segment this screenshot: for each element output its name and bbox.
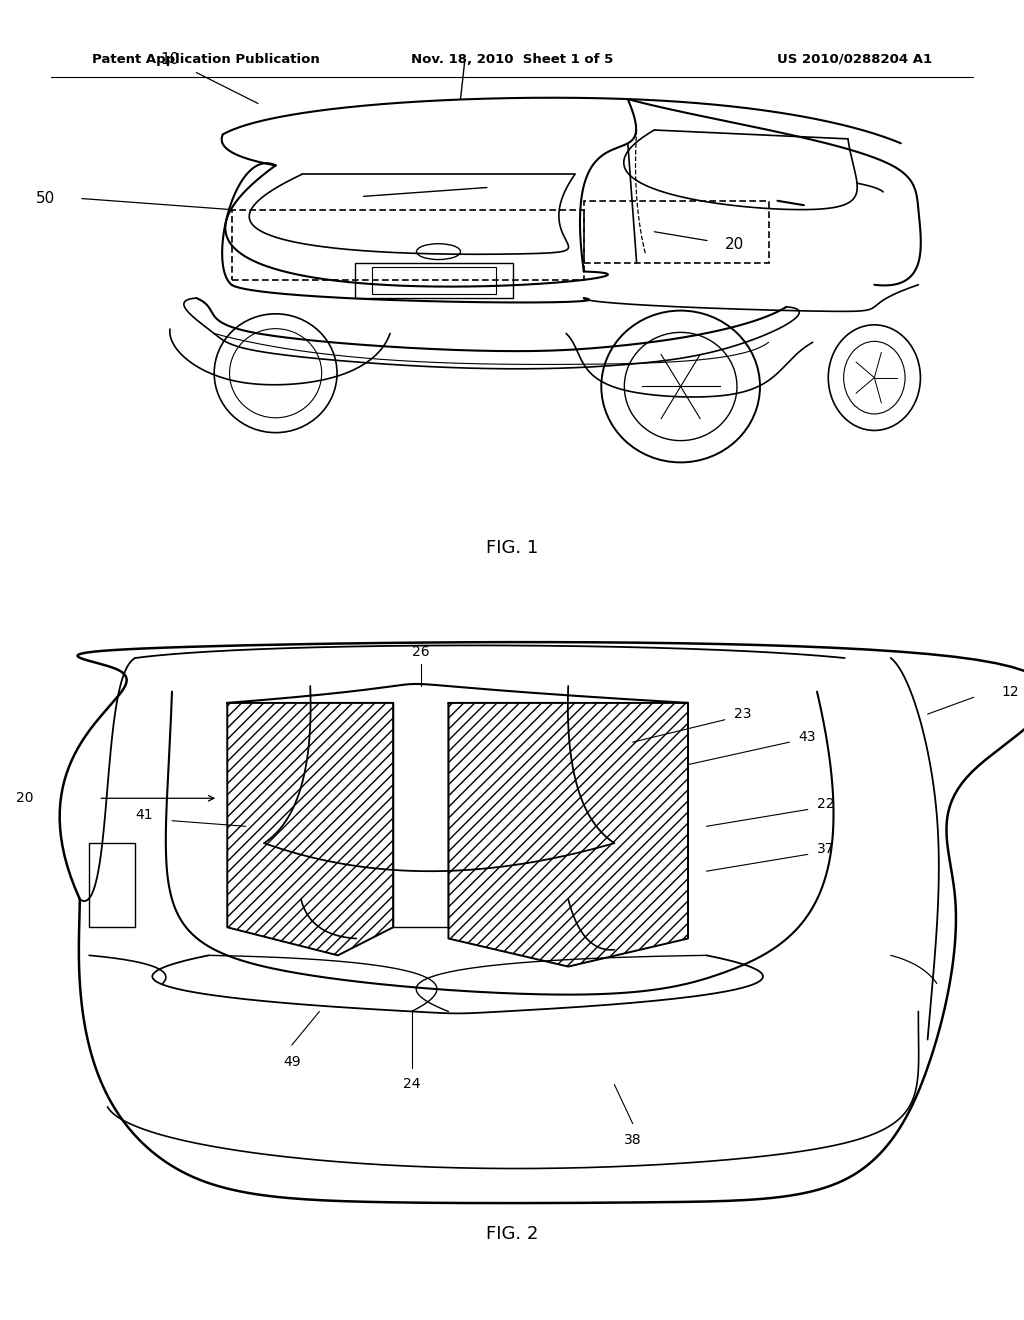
Text: 26: 26 bbox=[412, 645, 430, 660]
Text: 43: 43 bbox=[799, 730, 816, 743]
Ellipse shape bbox=[828, 325, 921, 430]
Text: 22: 22 bbox=[817, 797, 835, 810]
Text: FIG. 1: FIG. 1 bbox=[485, 539, 538, 557]
Text: 24: 24 bbox=[402, 1077, 420, 1092]
Text: Patent Application Publication: Patent Application Publication bbox=[92, 53, 319, 66]
Text: Nov. 18, 2010  Sheet 1 of 5: Nov. 18, 2010 Sheet 1 of 5 bbox=[411, 53, 613, 66]
Ellipse shape bbox=[601, 310, 760, 462]
Bar bbox=[584, 201, 769, 263]
Text: 38: 38 bbox=[624, 1134, 642, 1147]
Bar bbox=[355, 263, 513, 298]
Text: 10: 10 bbox=[161, 51, 179, 67]
Bar bbox=[373, 267, 496, 293]
Text: US 2010/0288204 A1: US 2010/0288204 A1 bbox=[776, 53, 932, 66]
Text: 41: 41 bbox=[135, 808, 153, 822]
Text: 37: 37 bbox=[817, 842, 835, 855]
Bar bbox=[231, 210, 584, 280]
Text: 50: 50 bbox=[36, 191, 55, 206]
Ellipse shape bbox=[844, 342, 905, 414]
Ellipse shape bbox=[214, 314, 337, 433]
Text: 20: 20 bbox=[16, 791, 34, 805]
Text: 20: 20 bbox=[725, 238, 743, 252]
Ellipse shape bbox=[417, 244, 461, 260]
Text: FIG. 2: FIG. 2 bbox=[485, 1225, 538, 1243]
Ellipse shape bbox=[625, 333, 737, 441]
Text: 49: 49 bbox=[283, 1055, 301, 1069]
Ellipse shape bbox=[229, 329, 322, 417]
Text: 12: 12 bbox=[1001, 685, 1019, 698]
Text: 23: 23 bbox=[734, 708, 752, 721]
